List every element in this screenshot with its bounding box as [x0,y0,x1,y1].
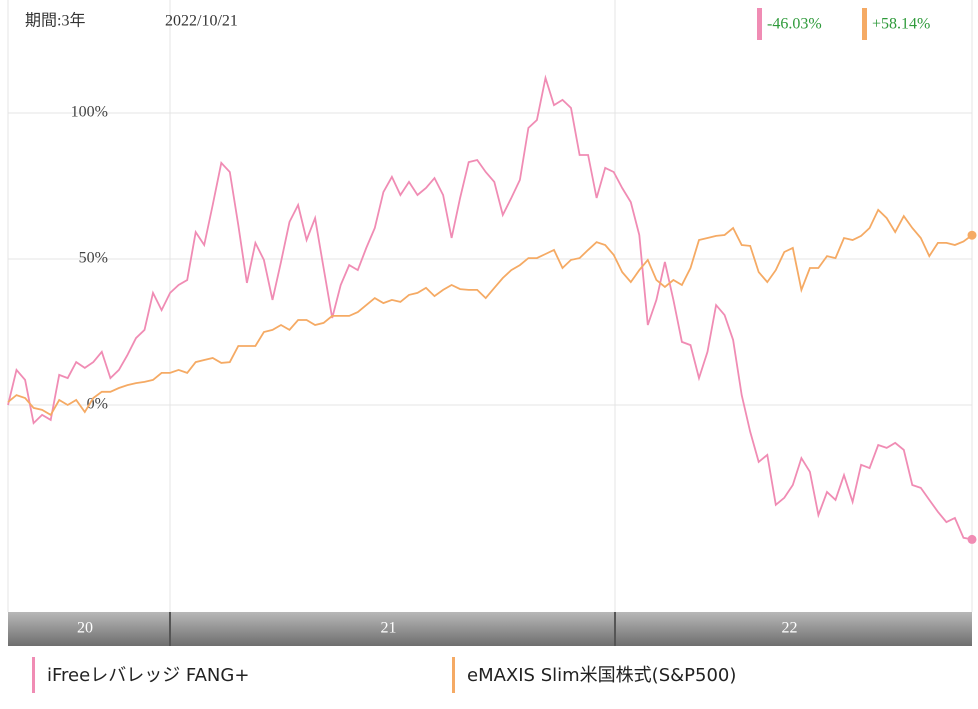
date-label: 2022/10/21 [165,13,238,30]
x-axis-label: 22 [782,620,798,637]
legend-swatch [32,657,35,693]
period-label: 期間:3年 [25,12,85,30]
end-point [967,534,977,544]
legend-label: iFreeレバレッジ FANG+ [47,665,249,686]
value-swatch [757,8,762,40]
y-tick-label: 100% [71,104,108,121]
value-label: +58.14% [872,16,930,33]
x-axis-label: 20 [77,620,93,637]
series-line [7,208,973,417]
end-point [967,230,977,240]
legend-label: eMAXIS Slim米国株式(S&P500) [467,665,736,686]
value-swatch [862,8,867,40]
series-line [7,74,973,541]
legend-swatch [452,657,455,693]
plot: 100%50%0%20 21 22 [7,74,977,637]
y-tick-label: 50% [79,250,108,267]
value-label: -46.03% [767,16,822,33]
x-axis-band [8,612,972,646]
x-axis-label: 21 [381,620,397,637]
